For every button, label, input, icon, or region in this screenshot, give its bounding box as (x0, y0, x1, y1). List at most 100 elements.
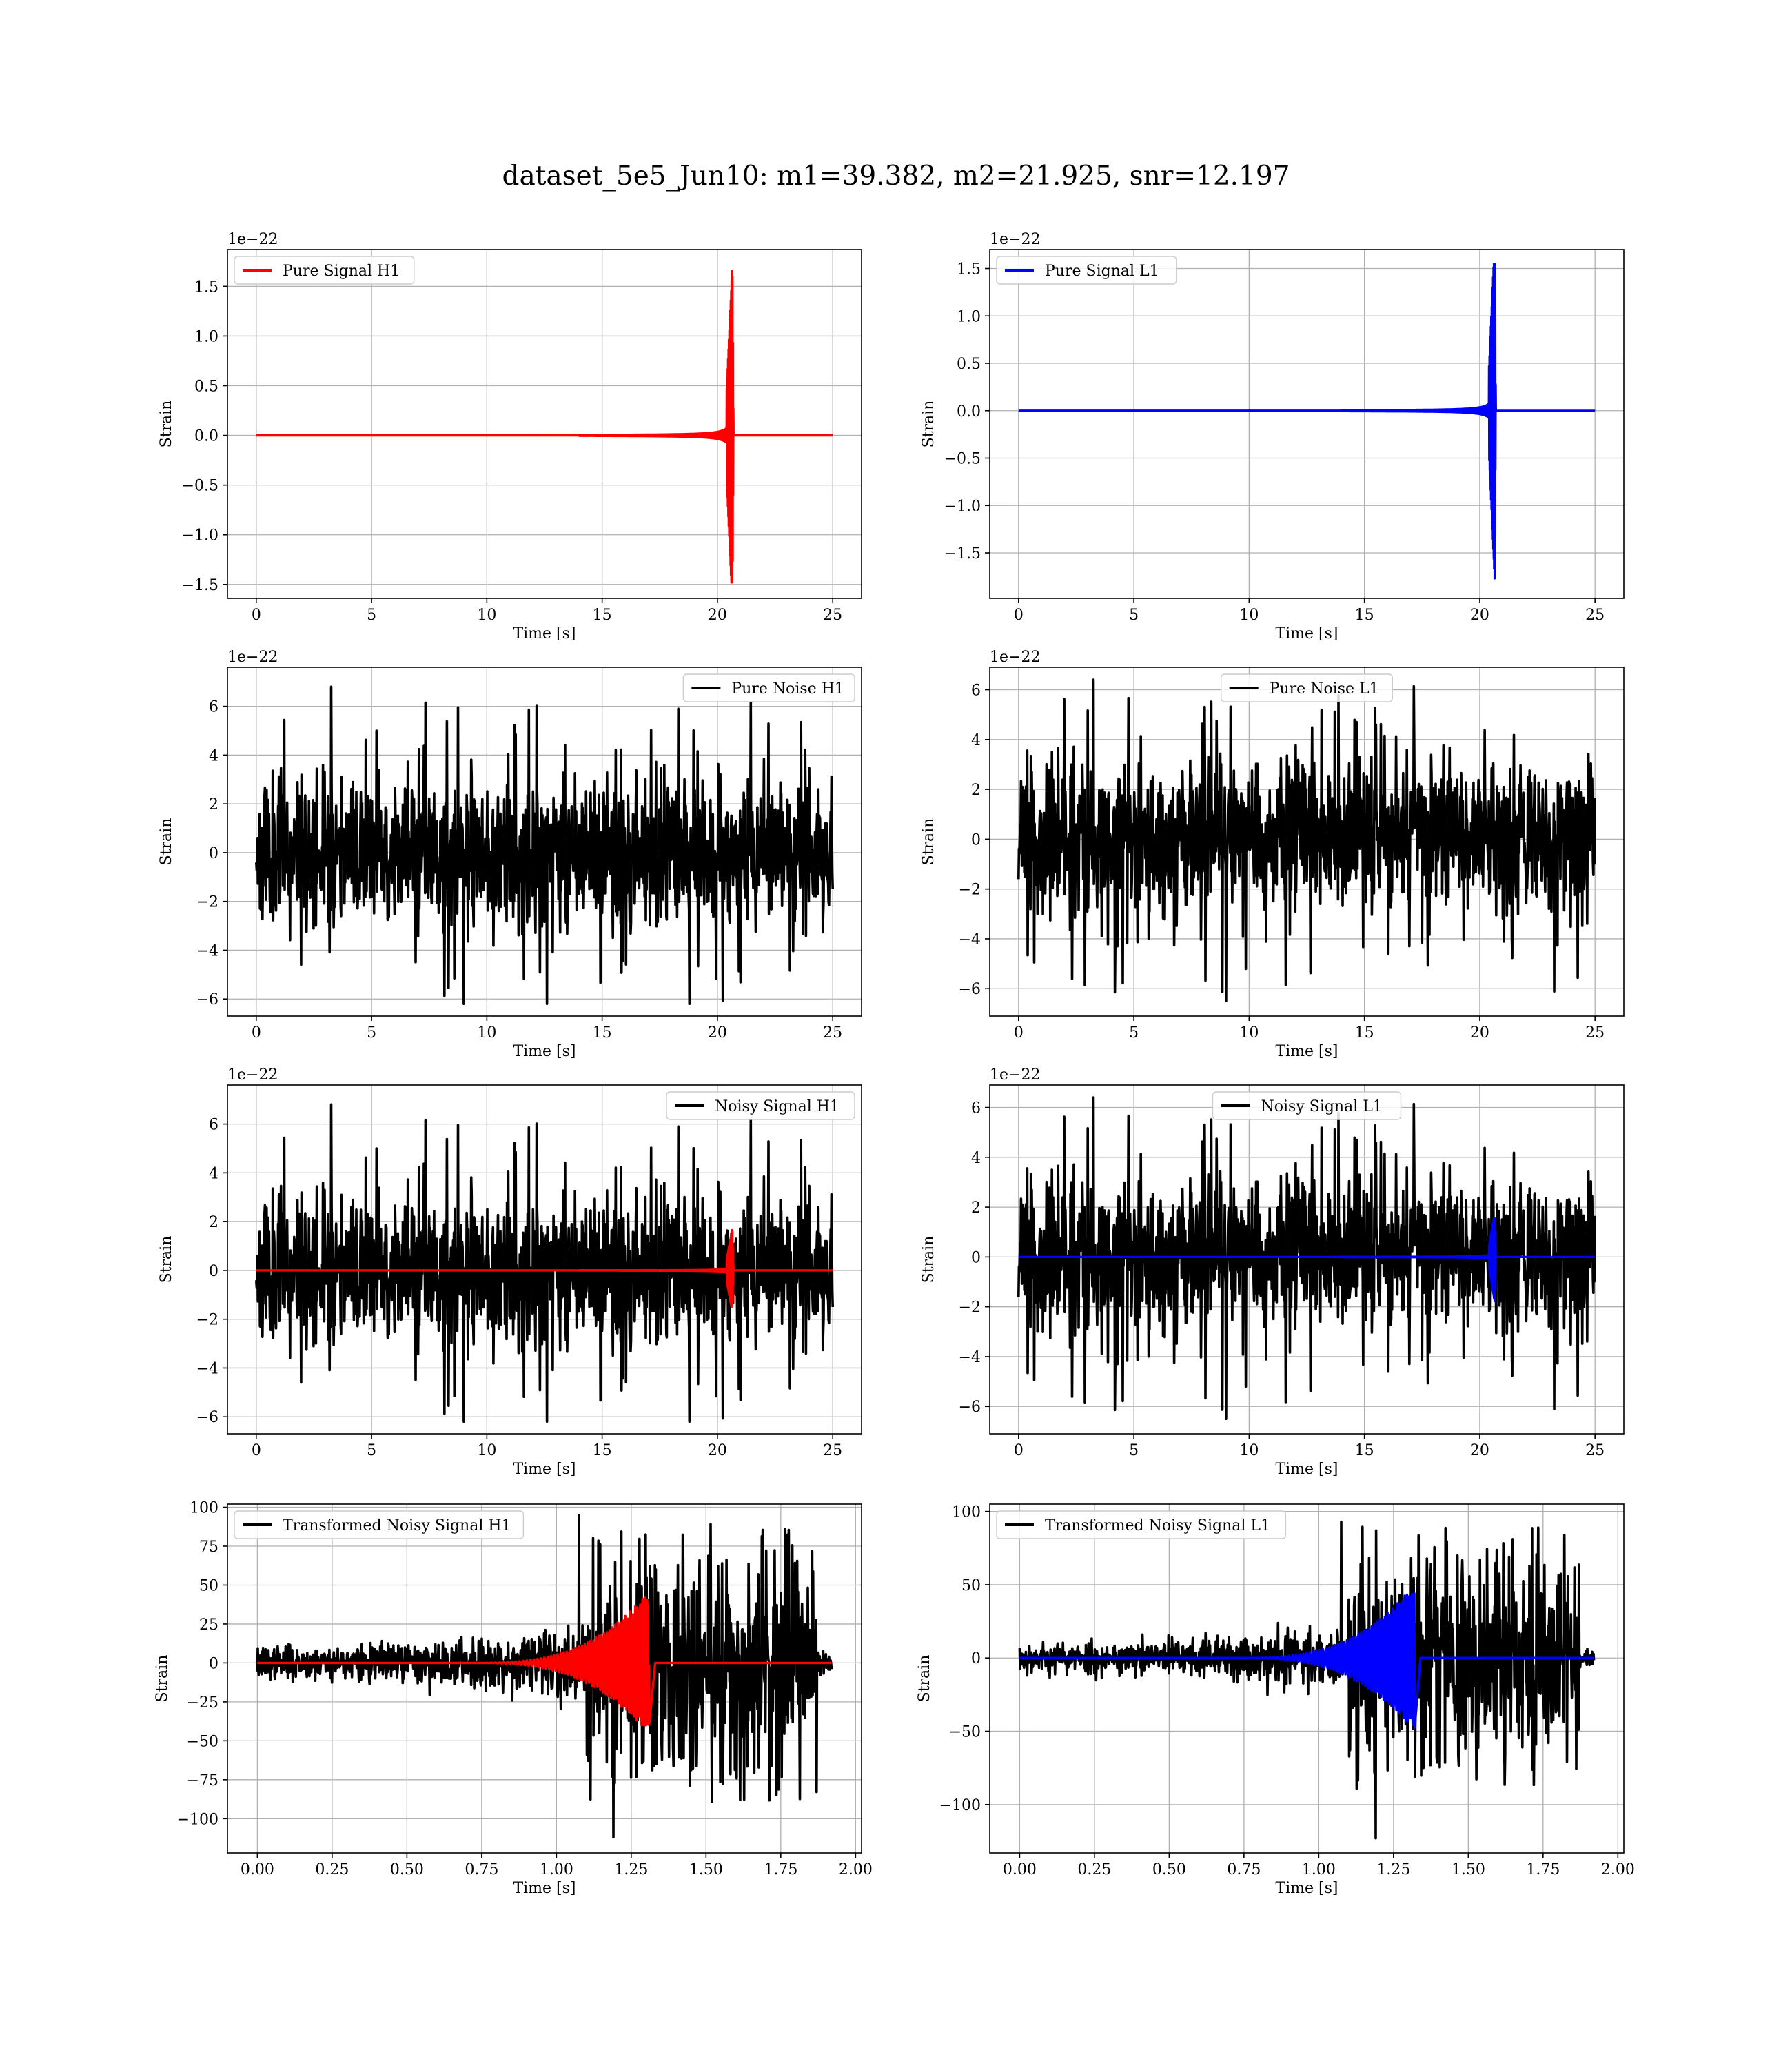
x-tick-label: 20 (1470, 1442, 1489, 1459)
axes-frame (989, 667, 1625, 1017)
y-tick-label: −1.0 (182, 527, 218, 545)
y-tick-label: 4 (971, 732, 981, 749)
series-line-pure-signal-h1 (255, 270, 834, 584)
x-tick-label: 20 (708, 607, 727, 624)
y-tick-label: −1.5 (182, 577, 218, 594)
series-line-noisy-signal-l1-overlay (1017, 1217, 1596, 1302)
x-tick-label: 10 (477, 607, 496, 624)
x-tick-label: 0 (252, 607, 261, 624)
x-tick-label: 25 (823, 1442, 842, 1459)
x-tick-label: 2.00 (839, 1861, 873, 1878)
y-tick-label: 100 (190, 1500, 218, 1517)
plot-area (1017, 1096, 1596, 1421)
panel-pure-signal-h1: 0 5 10 15 20 25 −1.5 −1.0 −0.5 0.0 0.5 1.0 1.5 Time [… (158, 231, 862, 642)
x-axis-label: Time [s] (1275, 1043, 1338, 1060)
x-tick-label: 0.00 (241, 1861, 274, 1878)
series-line-noisy-signal-h1-overlay (255, 1228, 834, 1308)
x-tick-label: 10 (1239, 607, 1259, 624)
legend-label: Transformed Noisy Signal H1 (283, 1517, 511, 1534)
x-tick-label: 10 (477, 1442, 496, 1459)
legend-label: Pure Noise L1 (1270, 680, 1379, 698)
axes-frame (227, 667, 862, 1017)
y-tick-label: −6 (959, 981, 981, 998)
x-axis-label: Time [s] (1275, 1461, 1338, 1478)
y-tick-label: 6 (209, 699, 218, 716)
y-axis-label: Strain (154, 1655, 171, 1703)
y-tick-label: 6 (209, 1117, 218, 1134)
x-tick-label: 0.25 (315, 1861, 349, 1878)
y-tick-label: −0.5 (182, 478, 218, 495)
legend-box (682, 673, 855, 702)
legend-label: Transformed Noisy Signal L1 (1045, 1517, 1270, 1534)
legend-box (666, 1091, 855, 1120)
plot-area (1017, 678, 1596, 1003)
y-tick-label: 0 (971, 1650, 981, 1667)
legend-label: Pure Signal L1 (1045, 263, 1159, 280)
offset-label: 1e−22 (990, 231, 1040, 248)
legend-label: Pure Signal H1 (283, 263, 400, 280)
y-tick-label: −4 (959, 1349, 981, 1366)
y-tick-label: −25 (187, 1694, 218, 1712)
x-axis-label: Time [s] (513, 1880, 576, 1897)
y-axis-label: Strain (158, 1236, 175, 1284)
y-axis-label: Strain (158, 401, 175, 448)
legend-label: Pure Noise H1 (731, 680, 844, 698)
x-tick-label: 15 (593, 607, 612, 624)
figure-title: dataset_5e5_Jun10: m1=39.382, m2=21.925,… (502, 161, 1290, 192)
x-tick-label: 5 (367, 1024, 376, 1042)
y-tick-label: 25 (199, 1616, 218, 1634)
y-tick-label: 2 (209, 796, 218, 813)
x-tick-label: 0 (1014, 1442, 1024, 1459)
axes-frame (227, 1084, 862, 1435)
x-axis-label: Time [s] (1275, 625, 1338, 642)
x-tick-label: 1.00 (540, 1861, 573, 1878)
offset-label: 1e−22 (990, 1066, 1040, 1084)
x-tick-label: 20 (708, 1024, 727, 1042)
series-line-pure-noise-h1 (255, 685, 834, 1006)
x-tick-label: 5 (367, 607, 376, 624)
axes-frame (227, 249, 862, 599)
y-tick-label: −6 (196, 991, 218, 1008)
x-tick-label: 1.25 (1376, 1861, 1410, 1878)
plot-area (1017, 263, 1596, 580)
series-line-transformed-noisy-signal-h1-overlay (256, 1596, 833, 1727)
x-tick-label: 5 (1129, 1024, 1139, 1042)
x-tick-label: 1.75 (764, 1861, 797, 1878)
y-tick-label: 1.0 (957, 308, 981, 325)
y-tick-label: −2 (196, 894, 218, 911)
x-axis-label: Time [s] (1275, 1880, 1338, 1897)
legend: Transformed Noisy Signal L1 (996, 1510, 1287, 1539)
legend-label: Noisy Signal H1 (715, 1098, 839, 1115)
x-tick-label: 25 (823, 607, 842, 624)
legend: Noisy Signal L1 (1212, 1091, 1402, 1120)
y-tick-label: −2 (196, 1312, 218, 1329)
y-tick-label: 0.0 (957, 403, 981, 420)
axes-frame (989, 1503, 1625, 1854)
offset-label: 1e−22 (227, 231, 278, 248)
panel-transformed-noisy-signal-h1: 0.00 0.25 0.50 0.75 1.00 1.25 1.50 1.75 2.00 −100… (154, 1500, 873, 1897)
x-tick-label: 0.50 (390, 1861, 424, 1878)
y-tick-label: −4 (196, 1360, 218, 1377)
x-tick-label: 15 (1355, 607, 1374, 624)
y-axis-label: Strain (916, 1655, 933, 1703)
y-tick-label: 100 (952, 1504, 981, 1521)
panel-noisy-signal-l1: 0 5 10 15 20 25 −6 −4 −2 0 2 4 6 Time [s] Strain 1e−22 N… (920, 1066, 1625, 1478)
y-tick-label: −6 (959, 1399, 981, 1416)
plot-area (256, 1514, 833, 1839)
y-tick-label: −2 (959, 882, 981, 899)
y-tick-label: −2 (959, 1299, 981, 1317)
panel-pure-signal-l1: 0 5 10 15 20 25 −1.5 −1.0 −0.5 0.0 0.5 1.0 1.5 Time [… (920, 231, 1625, 642)
x-tick-label: 5 (367, 1442, 376, 1459)
plot-area (1018, 1520, 1596, 1840)
y-tick-label: −100 (939, 1797, 981, 1814)
x-tick-label: 0.00 (1003, 1861, 1037, 1878)
y-tick-label: 4 (209, 1165, 218, 1182)
panel-noisy-signal-h1: 0 5 10 15 20 25 −6 −4 −2 0 2 4 6 Time [s] Strain 1e−22 N… (158, 1066, 862, 1478)
legend: Pure Noise H1 (682, 673, 855, 702)
y-tick-label: 2 (971, 782, 981, 799)
x-tick-label: 5 (1129, 1442, 1139, 1459)
y-tick-label: 0.5 (957, 356, 981, 373)
